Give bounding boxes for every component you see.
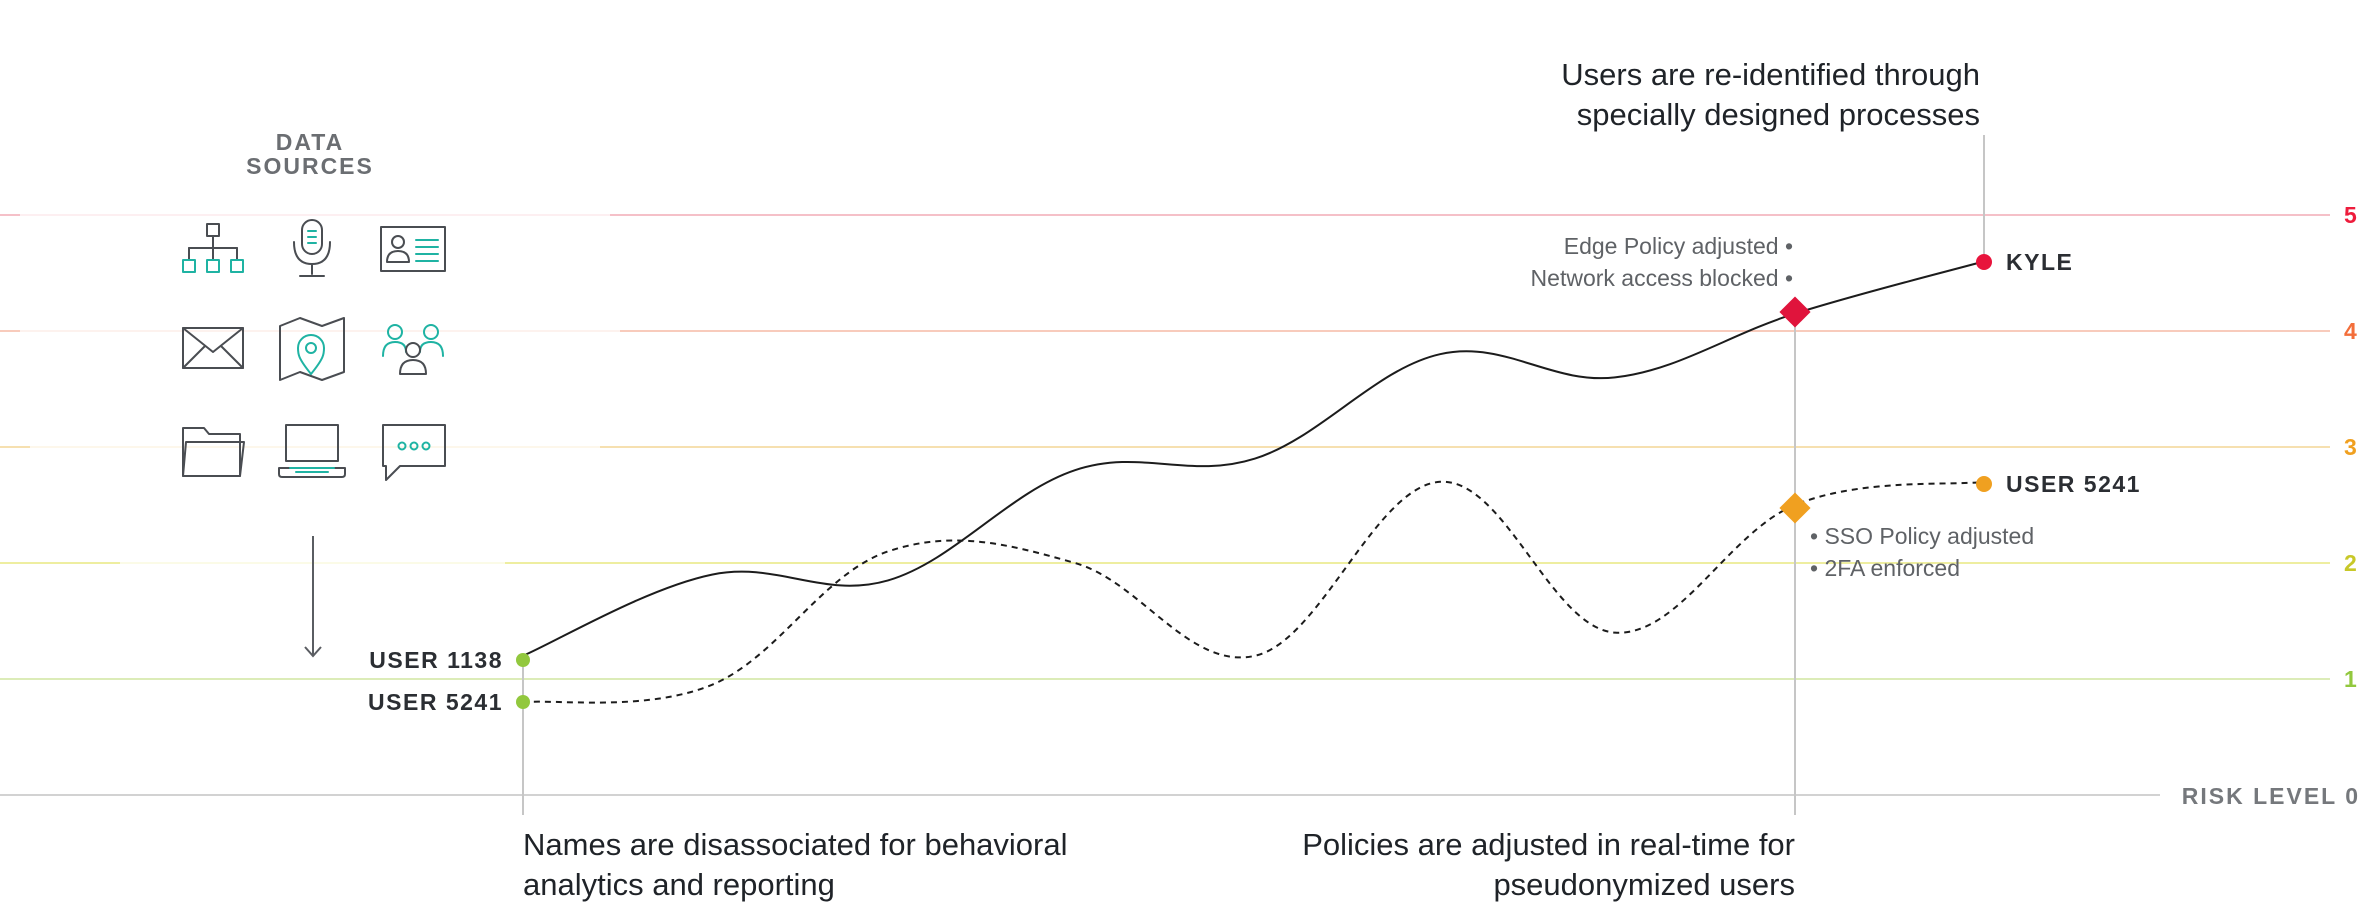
risk-level-label: RISK LEVEL 0 <box>2182 783 2360 809</box>
data-sources: DATA SOURCES <box>182 129 446 658</box>
bullet-network-blocked: Network access blocked • <box>1531 265 1793 291</box>
risk-level-2: 2 <box>2344 550 2357 576</box>
reidentify-caption-line2: specially designed processes <box>1577 97 1980 132</box>
down-arrow-icon <box>304 536 322 658</box>
policy-marker-bottom <box>1779 492 1811 524</box>
risk-level-4: 4 <box>2344 318 2357 344</box>
label-user-1138: USER 1138 <box>369 647 503 673</box>
laptop-icon <box>278 424 346 478</box>
series-layer <box>522 260 1985 704</box>
chat-bubble-icon <box>382 424 446 481</box>
user-group-icon <box>382 324 444 375</box>
disassociate-caption: Names are disassociated for behavioral <box>523 827 1068 862</box>
bullet-sso-policy: • SSO Policy adjusted <box>1810 523 2034 549</box>
end-marker-user-5241 <box>1976 476 1992 492</box>
policies-caption-line2: pseudonymized users <box>1493 867 1795 902</box>
risk-level-3: 3 <box>2344 434 2357 460</box>
org-chart-icon <box>182 223 244 273</box>
map-pin-icon <box>279 317 345 381</box>
reidentify-caption: Users are re-identified through <box>1561 57 1980 92</box>
label-kyle: KYLE <box>2006 249 2073 275</box>
risk-grid <box>0 210 2330 796</box>
label-user-5241-start: USER 5241 <box>368 689 503 715</box>
policy-marker-top <box>1779 296 1811 328</box>
disassociate-caption-line2: analytics and reporting <box>523 867 835 902</box>
id-card-icon <box>380 226 446 272</box>
series-line-user-5241 <box>522 480 1985 704</box>
policies-caption: Policies are adjusted in real-time for <box>1302 827 1795 862</box>
risk-level-1: 1 <box>2344 666 2357 692</box>
label-user-5241-end: USER 5241 <box>2006 471 2141 497</box>
data-sources-title: DATA <box>276 129 344 155</box>
markers <box>516 254 1992 709</box>
start-marker-user-1138 <box>516 653 530 667</box>
envelope-icon <box>182 327 244 369</box>
start-marker-user-5241 <box>516 695 530 709</box>
series-line-user-1138 <box>522 260 1985 657</box>
risk-level-5: 5 <box>2344 202 2357 228</box>
end-marker-kyle <box>1976 254 1992 270</box>
microphone-icon <box>293 219 331 277</box>
folder-icon <box>182 427 245 477</box>
data-sources-title-line2: SOURCES <box>246 153 374 179</box>
bullet-2fa: • 2FA enforced <box>1810 555 1960 581</box>
bullet-edge-policy: Edge Policy adjusted • <box>1564 233 1793 259</box>
risk-level-labels: 5 4 3 2 1 RISK LEVEL 0 <box>2182 202 2360 809</box>
